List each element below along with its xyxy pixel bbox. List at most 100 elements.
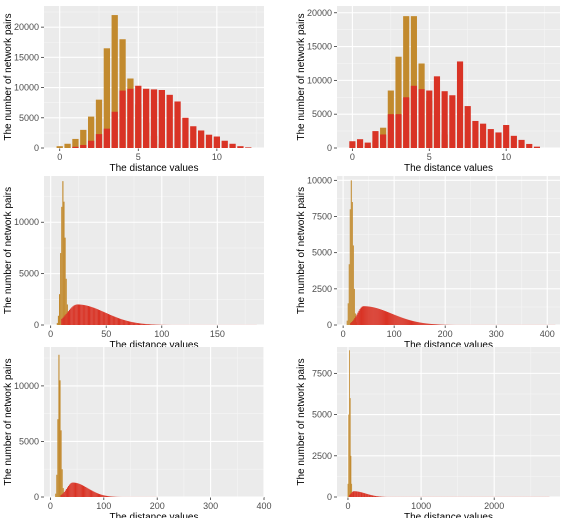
bar-series-2 bbox=[372, 131, 379, 148]
bar-series-2 bbox=[129, 321, 131, 325]
x-tick-label: 0 bbox=[57, 152, 62, 162]
bar-series-2 bbox=[135, 85, 142, 148]
bar-series-2 bbox=[102, 495, 104, 497]
bar-series-2 bbox=[115, 317, 117, 325]
x-tick-label: 0 bbox=[345, 501, 350, 511]
bar-series-2 bbox=[359, 491, 361, 497]
bar-series-2 bbox=[405, 318, 407, 325]
bar-series-2 bbox=[75, 482, 77, 497]
bar-series-2 bbox=[366, 306, 368, 325]
bar-series-2 bbox=[229, 143, 236, 148]
plot-background bbox=[44, 347, 264, 497]
bar-series-2 bbox=[166, 94, 173, 148]
bar-series-2 bbox=[377, 308, 379, 325]
y-tick-label: 7500 bbox=[312, 368, 332, 378]
bar-series-2 bbox=[417, 322, 419, 325]
bar-series-2 bbox=[61, 494, 63, 497]
bar-series-1 bbox=[348, 414, 350, 497]
y-tick-label: 7500 bbox=[312, 212, 332, 222]
x-axis-title: The distance values bbox=[404, 512, 493, 518]
bar-series-2 bbox=[100, 494, 102, 497]
y-tick-label: 0 bbox=[327, 320, 332, 330]
y-tick-label: 15000 bbox=[14, 52, 39, 62]
x-tick-label: 100 bbox=[387, 329, 402, 339]
bar-series-1 bbox=[57, 315, 59, 325]
bar-series-2 bbox=[117, 318, 119, 325]
bar-series-2 bbox=[425, 323, 427, 325]
bar-series-2 bbox=[221, 140, 228, 148]
bar-series-1 bbox=[349, 398, 351, 497]
bar-series-2 bbox=[136, 323, 138, 325]
x-tick-label: 400 bbox=[540, 329, 555, 339]
bar-series-2 bbox=[89, 306, 91, 325]
bar-series-2 bbox=[375, 496, 377, 497]
bar-series-2 bbox=[103, 495, 105, 497]
bars bbox=[349, 16, 541, 148]
bar-series-2 bbox=[67, 311, 69, 325]
bar-series-2 bbox=[71, 307, 73, 325]
bar-series-2 bbox=[120, 318, 122, 325]
bar-series-1 bbox=[350, 180, 352, 325]
bar-series-2 bbox=[125, 320, 127, 325]
histogram-panel-4: 0 100 200 300 400 0 2500 5000 7500 10000 The dista… bbox=[296, 175, 560, 351]
bar-series-1 bbox=[61, 206, 63, 325]
bar-series-2 bbox=[385, 311, 388, 325]
bar-series-1 bbox=[60, 253, 62, 325]
bar-series-2 bbox=[449, 95, 456, 148]
bar-series-2 bbox=[356, 314, 358, 325]
x-tick-label: 2000 bbox=[484, 501, 504, 511]
bar-series-2 bbox=[357, 312, 359, 325]
bar-series-1 bbox=[64, 237, 66, 325]
bar-series-2 bbox=[361, 306, 363, 325]
bar-series-2 bbox=[110, 314, 112, 325]
bar-series-2 bbox=[355, 491, 357, 497]
x-tick-label: 150 bbox=[210, 329, 225, 339]
bar-series-2 bbox=[75, 304, 77, 325]
bar-series-2 bbox=[349, 495, 350, 497]
bar-series-1 bbox=[62, 181, 64, 325]
bar-series-2 bbox=[127, 88, 134, 148]
histogram-panel-6: 0 1000 2000 0 2500 5000 7500 The distance value… bbox=[296, 347, 560, 518]
bar-series-2 bbox=[432, 324, 434, 325]
bar-series-1 bbox=[88, 116, 95, 148]
bar-series-2 bbox=[81, 485, 83, 497]
x-axis-title: The distance values bbox=[110, 512, 199, 518]
bar-series-2 bbox=[74, 304, 76, 325]
bar-series-2 bbox=[352, 320, 354, 325]
bar-series-2 bbox=[124, 320, 126, 325]
bar-series-2 bbox=[382, 310, 384, 325]
bar-series-2 bbox=[91, 307, 93, 325]
bar-series-2 bbox=[109, 496, 111, 497]
bar-series-2 bbox=[79, 304, 81, 325]
bar-series-2 bbox=[402, 317, 404, 325]
bar-series-2 bbox=[95, 308, 97, 325]
bar-series-1 bbox=[347, 303, 349, 325]
bar-series-2 bbox=[422, 323, 424, 325]
plot-background bbox=[337, 176, 560, 325]
y-tick-label: 10000 bbox=[307, 75, 332, 85]
bar-series-2 bbox=[131, 321, 133, 325]
bar-series-2 bbox=[518, 139, 525, 148]
bar-series-2 bbox=[370, 494, 372, 497]
x-axis-title: The distance values bbox=[110, 340, 199, 351]
bar-series-2 bbox=[420, 322, 422, 325]
bar-series-2 bbox=[376, 308, 378, 325]
bar-series-2 bbox=[351, 491, 353, 497]
bar-series-2 bbox=[147, 324, 149, 325]
bar-series-2 bbox=[70, 308, 72, 325]
bar-series-2 bbox=[350, 322, 352, 325]
x-tick-label: 300 bbox=[203, 501, 218, 511]
y-axis-title: The number of network pairs bbox=[3, 13, 14, 140]
bar-series-2 bbox=[355, 316, 357, 325]
bars bbox=[55, 354, 158, 497]
bar-series-2 bbox=[123, 319, 125, 325]
bar-series-1 bbox=[56, 474, 58, 497]
bar-series-2 bbox=[95, 134, 103, 148]
bar-series-2 bbox=[87, 488, 89, 497]
bar-series-2 bbox=[352, 491, 354, 497]
bar-series-2 bbox=[140, 323, 142, 325]
bar-series-1 bbox=[59, 380, 61, 497]
bar-series-2 bbox=[357, 491, 358, 497]
bar-series-1 bbox=[347, 483, 349, 497]
bar-series-2 bbox=[418, 89, 425, 148]
